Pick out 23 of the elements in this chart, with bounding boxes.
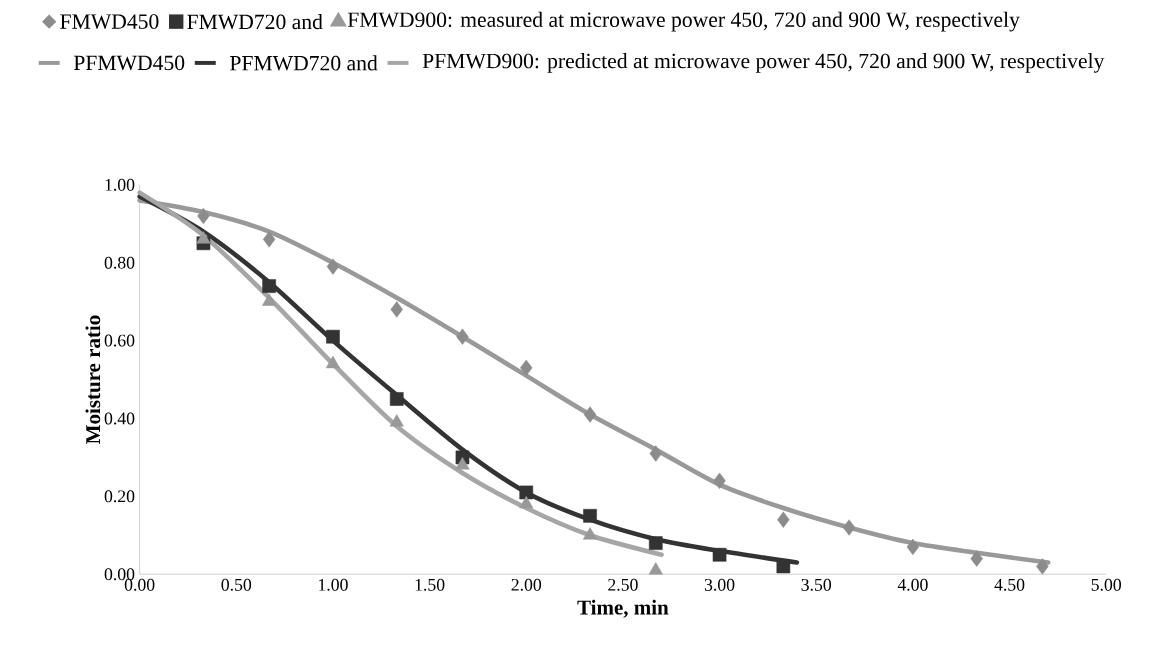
x-tick-label: 3.00 (704, 578, 735, 591)
y-axis-title: Moisture ratio (85, 315, 101, 444)
legend-label: FMWD720 and (187, 13, 323, 30)
y-tick-label: 0.20 (104, 490, 135, 503)
x-tick-label: 3.50 (801, 578, 832, 591)
x-axis-title: Time, min (577, 599, 669, 618)
x-tick-label: 1.00 (319, 578, 348, 591)
legend-label: PFMWD720 and (230, 55, 378, 71)
x-tick-label: 1.50 (415, 578, 445, 591)
y-tick-label: 0.80 (104, 256, 135, 269)
legend-label: FMWD450 (60, 14, 159, 29)
x-tick-label: 2.00 (511, 578, 542, 591)
x-tick-label: 5.00 (1091, 578, 1121, 591)
legend-label: FMWD900: measured at microwave power 450, 720 and 900 W, respectively (347, 11, 1020, 32)
x-tick-label: 4.00 (897, 578, 928, 591)
x-tick-label: 4.50 (994, 578, 1025, 591)
y-tick-label: 0.40 (104, 412, 135, 425)
legend-label: PFMWD900: predicted at microwave power 450, 720 and 900 W, respectively (422, 53, 1105, 73)
x-tick-label: 2.50 (608, 578, 638, 591)
x-tick-label: 0.50 (221, 578, 252, 591)
y-tick-label: 0.60 (104, 334, 135, 347)
y-tick-label: 1.00 (105, 178, 135, 191)
legend-label: PFMWD450 (73, 55, 185, 71)
